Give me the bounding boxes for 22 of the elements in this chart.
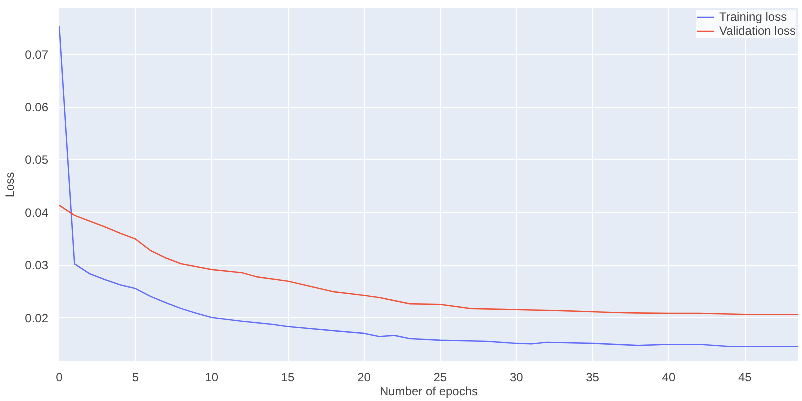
y-tick-label: 0.07 (25, 48, 49, 62)
y-tick-label: 0.05 (25, 153, 49, 168)
y-tick-label: 0.02 (25, 311, 49, 326)
x-axis-title: Number of epochs (380, 384, 478, 398)
x-tick-label: 45 (738, 370, 752, 384)
line-series (60, 26, 798, 348)
y-tick-label: 0.06 (25, 100, 49, 115)
x-tick-label: 35 (586, 370, 600, 384)
x-tick-label: 5 (132, 370, 140, 384)
y-axis-title: Loss (3, 172, 18, 198)
x-tick-label: 10 (205, 370, 219, 384)
y-tick-label: 0.04 (25, 206, 49, 220)
legend-label: Training loss (720, 10, 788, 24)
x-tick-label: 40 (662, 370, 676, 384)
line-series (60, 204, 798, 316)
y-tick-label: 0.03 (25, 258, 49, 273)
x-tick-label: 25 (434, 370, 448, 384)
x-tick-label: 30 (510, 370, 524, 384)
x-tick-label: 15 (281, 370, 296, 384)
legend-label: Validation loss (720, 24, 796, 38)
x-tick-label: 0 (56, 370, 64, 384)
x-tick-label: 20 (358, 370, 372, 384)
